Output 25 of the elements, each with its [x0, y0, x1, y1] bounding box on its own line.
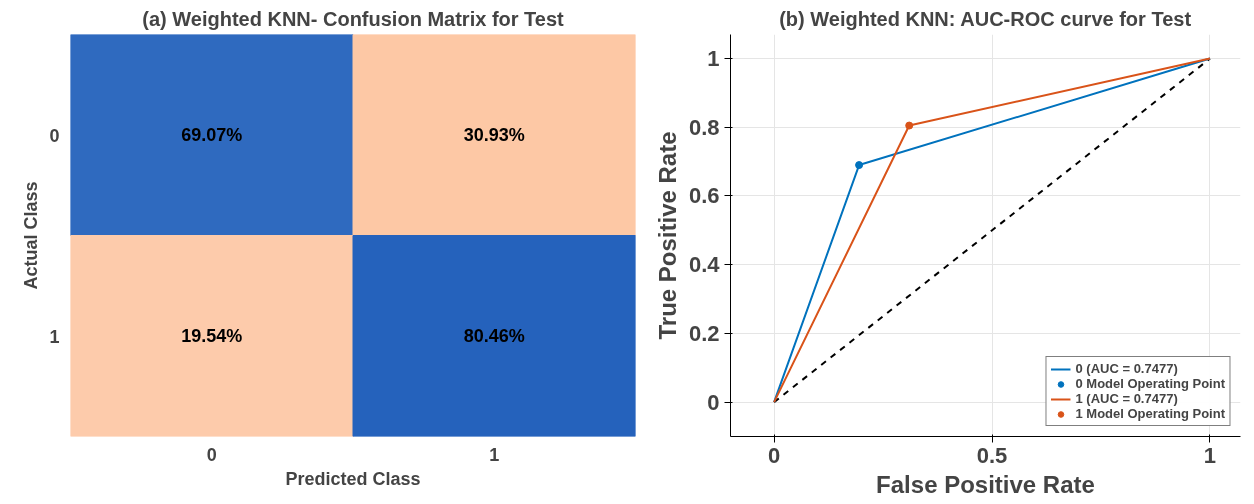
- x-tick-label: 0.5: [976, 442, 1008, 468]
- data-label: 30.93%: [463, 125, 525, 145]
- y-tick-label: 0.8: [688, 114, 720, 140]
- x-tick-label: 0: [206, 444, 217, 465]
- y-axis-title: True Positive Rate: [653, 131, 681, 340]
- legend-label: 1 Model Operating Point: [1075, 406, 1225, 421]
- x-axis-title: False Positive Rate: [876, 470, 1095, 498]
- y-tick-label: 0.4: [688, 252, 721, 278]
- x-tick-label: 1: [489, 444, 500, 465]
- y-tick-label: 0.6: [688, 183, 720, 209]
- data-label: 69.07%: [181, 125, 243, 145]
- y-tick-label: 1: [707, 46, 720, 72]
- legend-label: 0 (AUC = 0.7477): [1075, 361, 1178, 376]
- chart-title: (b) Weighted KNN: AUC-ROC curve for Test: [779, 7, 1192, 30]
- data-label: 80.46%: [463, 326, 525, 346]
- legend-label: 1 (AUC = 0.7477): [1075, 391, 1178, 406]
- y-tick-label: 0.2: [688, 320, 720, 346]
- x-tick-label: 1: [1203, 442, 1217, 468]
- x-tick-label: 0: [767, 442, 781, 468]
- y-axis-title: Actual Class: [21, 181, 42, 290]
- x-axis-title: Predicted Class: [285, 468, 421, 489]
- data-label: 19.54%: [181, 326, 243, 346]
- chart-title: (a) Weighted KNN- Confusion Matrix for Test: [142, 7, 565, 30]
- y-tick-label: 0: [707, 389, 720, 415]
- legend-label: 0 Model Operating Point: [1075, 376, 1225, 391]
